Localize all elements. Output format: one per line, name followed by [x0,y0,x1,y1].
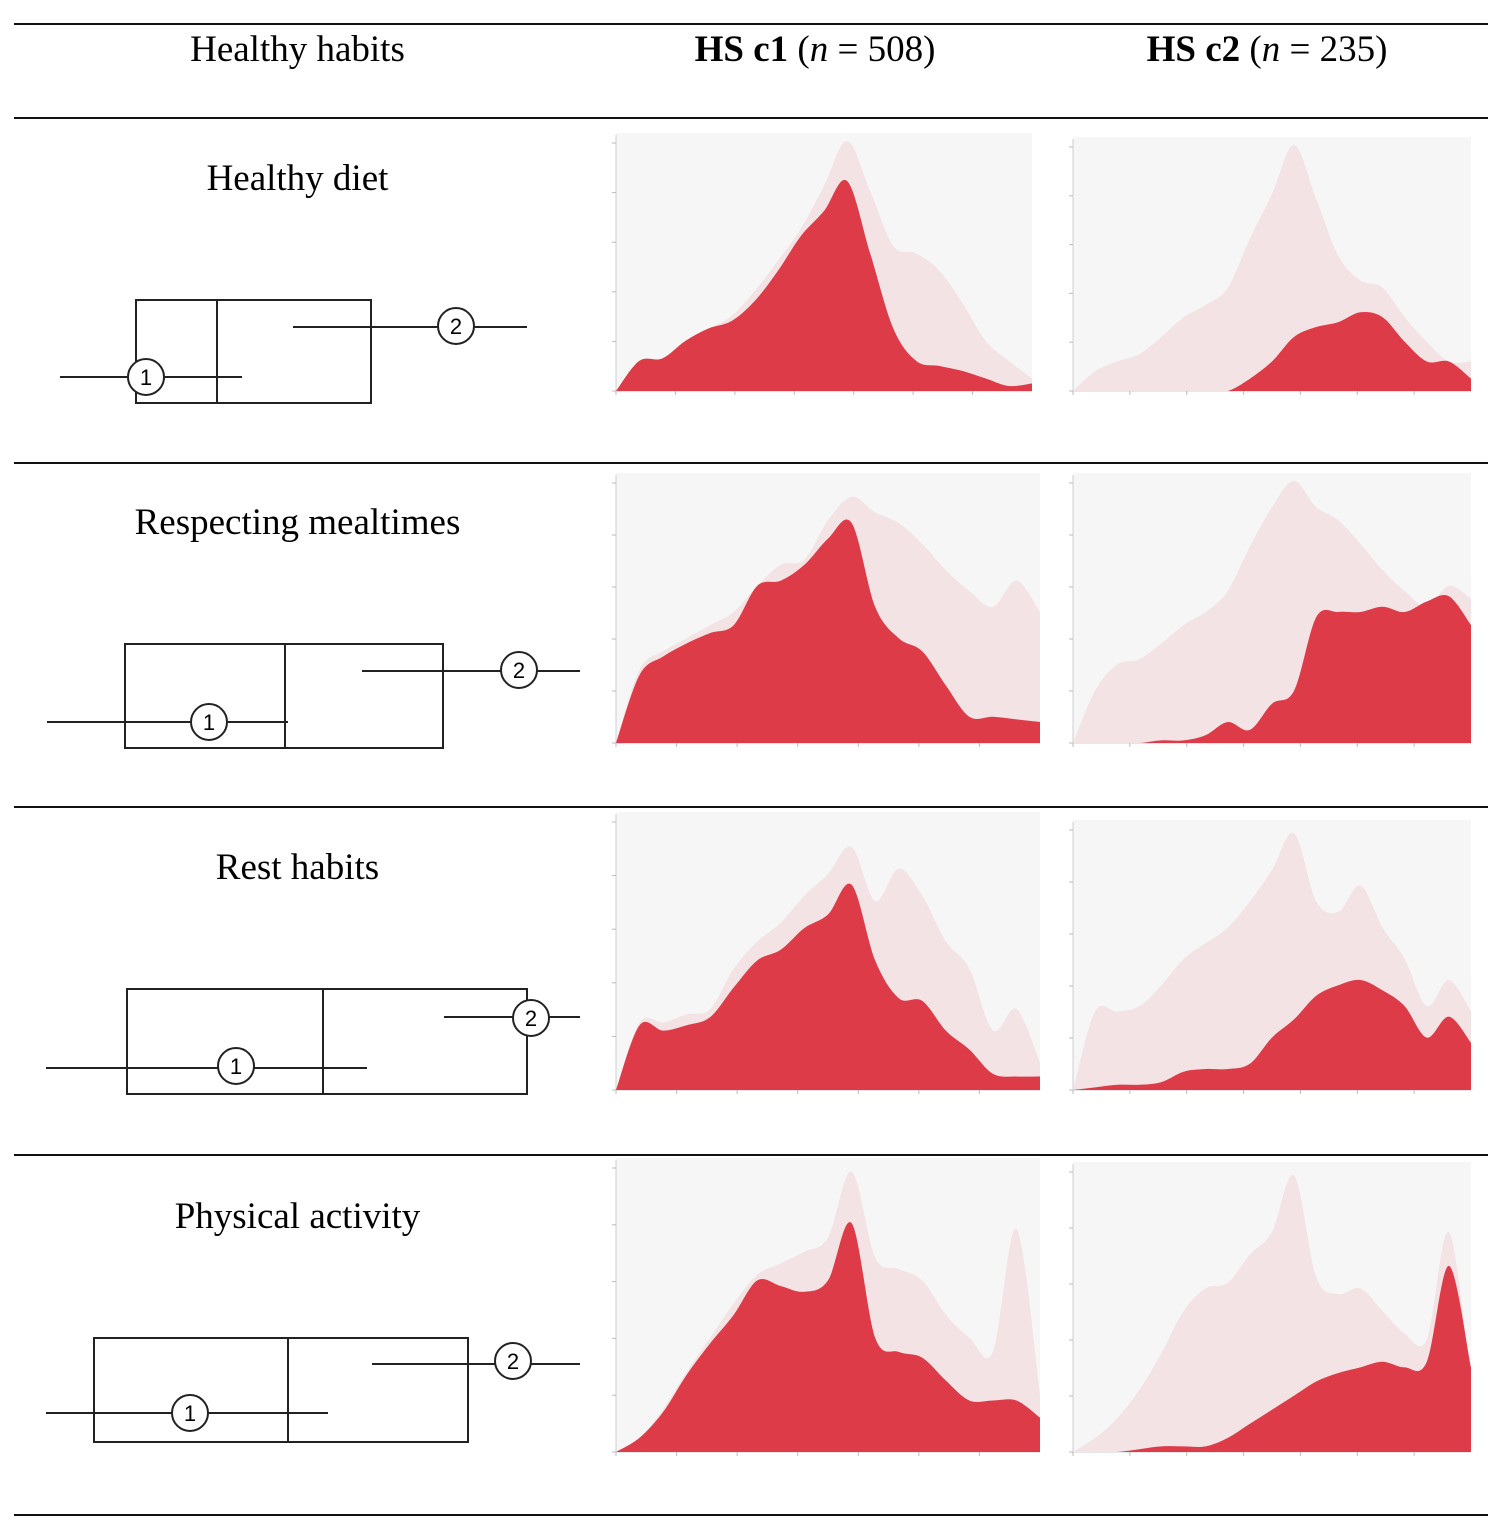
table-top-rule [14,23,1488,25]
cluster-density-area [616,519,1040,743]
box-diagram-healthy-diet: 1 2 [60,299,527,404]
header-bottom-rule [14,117,1488,119]
density-respecting-mealtimes-c1 [612,473,1040,747]
row-rule-1 [14,462,1488,464]
header-hs-c1-n: n [809,29,829,70]
row-rule-2 [14,806,1488,808]
density-physical-activity-c1 [612,1158,1040,1456]
header-healthy-habits: Healthy habits [190,29,405,70]
header-hs-c1-count: = 508) [828,29,936,70]
cluster-density-area [616,1222,1040,1452]
cluster-density-area [1073,979,1471,1090]
box-diagram-rest-habits: 1 2 [46,988,580,1095]
box-diagram-physical-activity: 1 2 [46,1337,580,1443]
cluster-density-area [616,883,1040,1090]
row-label-physical-activity: Physical activity [174,1196,421,1237]
row-label-respecting-mealtimes: Respecting mealtimes [134,502,461,543]
header-hs-c2: HS c2 (n = 235) [1052,28,1482,71]
row-rule-3 [14,1154,1488,1156]
row-label-rest-habits: Rest habits [215,847,380,888]
header-hs-c2-count: = 235) [1280,29,1388,70]
marker-1: 1 [184,1401,196,1426]
cluster-density-area [616,179,1032,391]
box-diagram-respecting-mealtimes: 1 2 [47,643,580,749]
header-hs-c1-paren: ( [797,29,810,70]
marker-1: 1 [140,365,152,390]
cluster-density-area [1073,312,1471,391]
marker-1: 1 [230,1054,242,1079]
header-hs-c2-name: HS c2 [1146,29,1241,70]
header-hs-c1: HS c1 (n = 508) [600,28,1030,71]
cluster-density-area [1073,595,1471,743]
density-rest-habits-c1 [612,812,1040,1094]
header-hs-c2-n: n [1261,29,1281,70]
density-rest-habits-c2 [1069,820,1471,1094]
marker-2: 2 [513,658,525,683]
header-hs-c1-name: HS c1 [694,29,789,70]
density-respecting-mealtimes-c2 [1069,473,1471,747]
marker-2: 2 [450,314,462,339]
density-physical-activity-c2 [1069,1162,1471,1456]
density-healthy-diet-c2 [1069,137,1471,395]
marker-2: 2 [525,1006,537,1031]
marker-1: 1 [203,710,215,735]
row-label-healthy-diet: Healthy diet [206,158,389,199]
table-bottom-rule [14,1514,1488,1516]
marker-2: 2 [507,1349,519,1374]
cluster-density-area [1073,1265,1471,1452]
header-hs-c2-paren: ( [1249,29,1262,70]
density-healthy-diet-c1 [612,133,1032,395]
